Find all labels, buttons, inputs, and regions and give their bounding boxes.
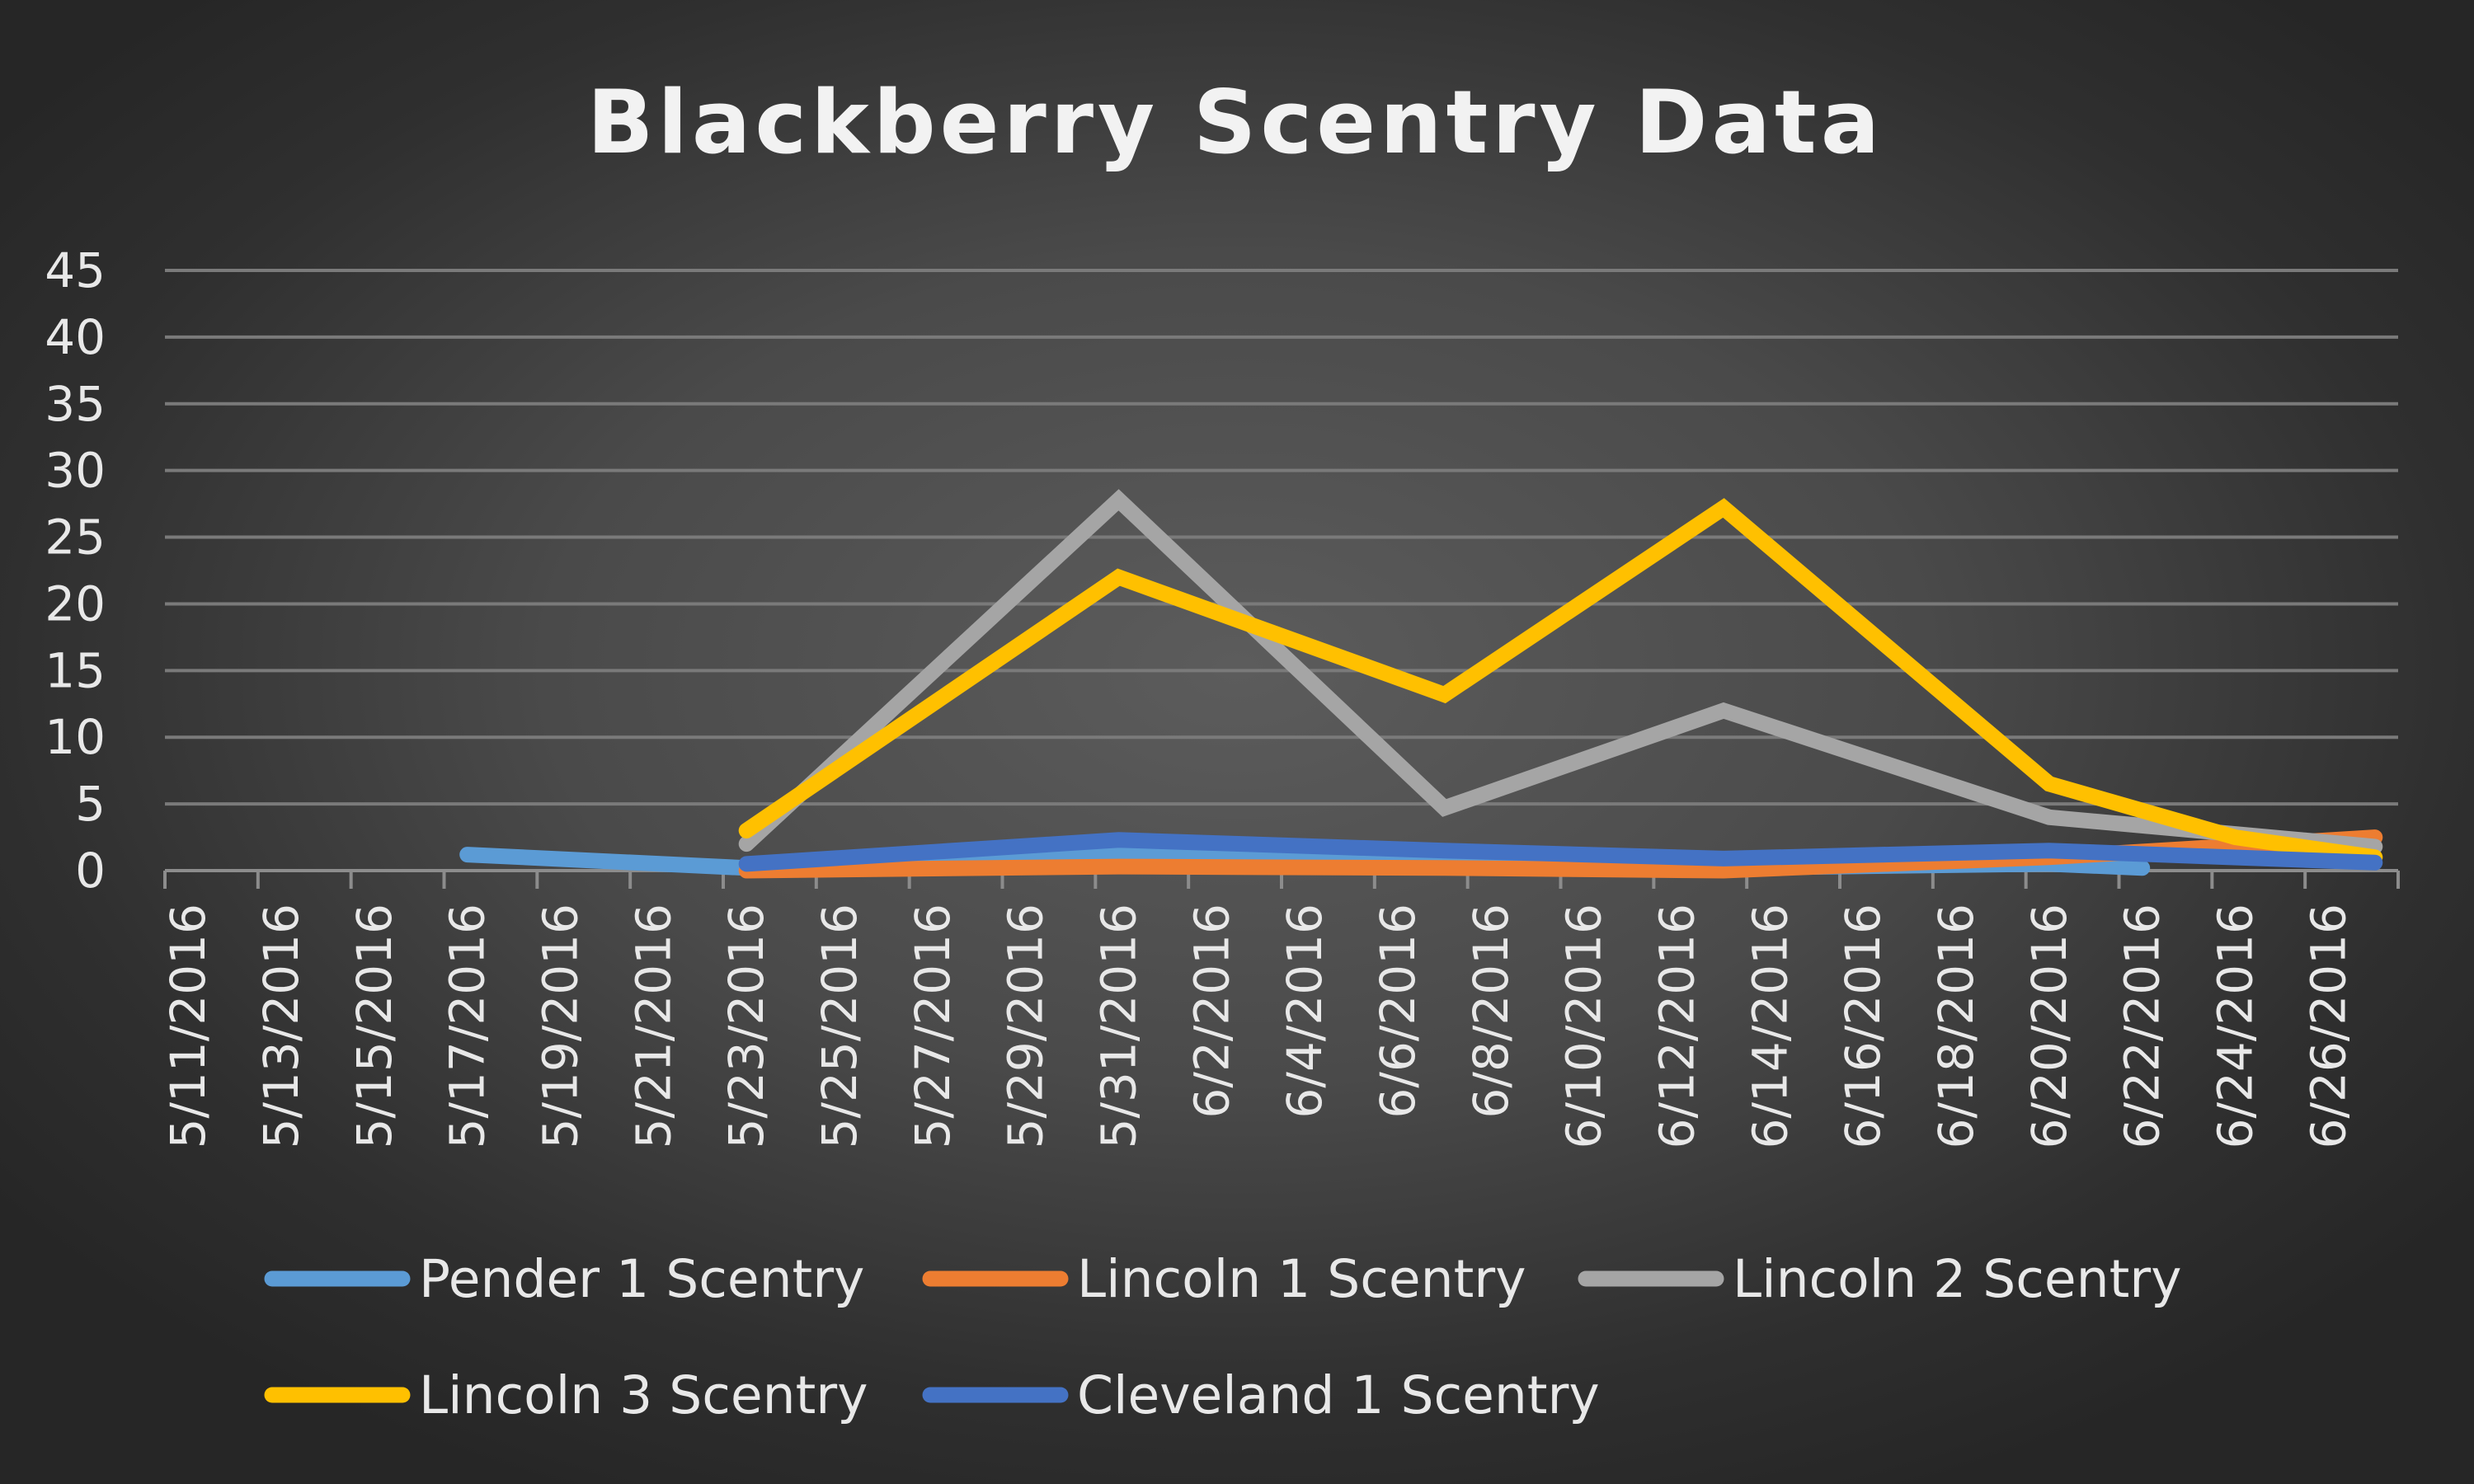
- y-tick-label: 10: [45, 709, 106, 765]
- series-lines: [459, 489, 2383, 879]
- x-tick-label: 5/17/2016: [440, 904, 496, 1148]
- y-tick-label: 45: [45, 242, 106, 298]
- y-tick-label: 40: [45, 309, 106, 365]
- series-line-cleveland-1-scentry: [738, 832, 2383, 872]
- y-tick-label: 25: [45, 510, 106, 566]
- legend-label-cleveland-1-scentry: Cleveland 1 Scentry: [1077, 1365, 1600, 1425]
- x-axis-tick-labels: 5/11/2016 5/13/2016 5/15/2016 5/17/2016 5/19…: [160, 904, 2356, 1148]
- x-tick-label: 6/14/2016: [1742, 904, 1798, 1148]
- x-tick-label: 5/31/2016: [1091, 904, 1147, 1148]
- series-line-lincoln-3-scentry: [738, 498, 2383, 866]
- y-tick-label: 20: [45, 575, 106, 632]
- x-tick-label: 6/12/2016: [1649, 904, 1705, 1148]
- y-tick-label: 15: [45, 642, 106, 698]
- x-tick-label: 5/11/2016: [160, 904, 216, 1148]
- x-tick-label: 6/2/2016: [1183, 904, 1239, 1119]
- x-tick-label: 6/4/2016: [1277, 904, 1333, 1119]
- x-tick-label: 6/8/2016: [1463, 904, 1519, 1119]
- y-tick-label: 5: [75, 776, 106, 832]
- y-tick-label: 30: [45, 443, 106, 499]
- x-tick-label: 5/23/2016: [718, 904, 774, 1148]
- series-line-lincoln-2-scentry: [738, 489, 2383, 855]
- y-tick-label: 35: [45, 376, 106, 432]
- x-tick-label: 6/16/2016: [1835, 904, 1891, 1148]
- x-tick-label: 6/22/2016: [2114, 904, 2171, 1148]
- x-tick-label: 5/15/2016: [346, 904, 402, 1148]
- x-tick-label: 5/27/2016: [905, 904, 961, 1148]
- x-tick-label: 5/13/2016: [253, 904, 309, 1148]
- x-tick-label: 5/25/2016: [811, 904, 868, 1148]
- x-tick-label: 6/20/2016: [2021, 904, 2077, 1148]
- chart-title: Blackberry Scentry Data: [587, 72, 1884, 173]
- gridlines: [165, 269, 2398, 806]
- y-tick-label: 0: [75, 843, 106, 899]
- legend: Pender 1 Scentry Lincoln 1 Scentry Lincoln…: [264, 1249, 2181, 1425]
- y-axis-tick-labels: 0 5 10 15 20 25 30 35 40 45: [45, 242, 106, 899]
- x-tick-label: 5/29/2016: [998, 904, 1054, 1148]
- x-tick-label: 6/24/2016: [2208, 904, 2264, 1148]
- x-tick-label: 6/10/2016: [1556, 904, 1612, 1148]
- x-tick-label: 5/21/2016: [625, 904, 681, 1148]
- legend-label-lincoln-1-scentry: Lincoln 1 Scentry: [1077, 1249, 1526, 1309]
- x-tick-label: 6/26/2016: [2300, 904, 2356, 1148]
- x-tick-label: 5/19/2016: [533, 904, 589, 1148]
- legend-label-lincoln-2-scentry: Lincoln 2 Scentry: [1733, 1249, 2181, 1309]
- x-tick-label: 6/6/2016: [1370, 904, 1426, 1119]
- legend-label-pender-1-scentry: Pender 1 Scentry: [419, 1249, 864, 1309]
- legend-label-lincoln-3-scentry: Lincoln 3 Scentry: [419, 1365, 868, 1425]
- x-tick-label: 6/18/2016: [1928, 904, 1984, 1148]
